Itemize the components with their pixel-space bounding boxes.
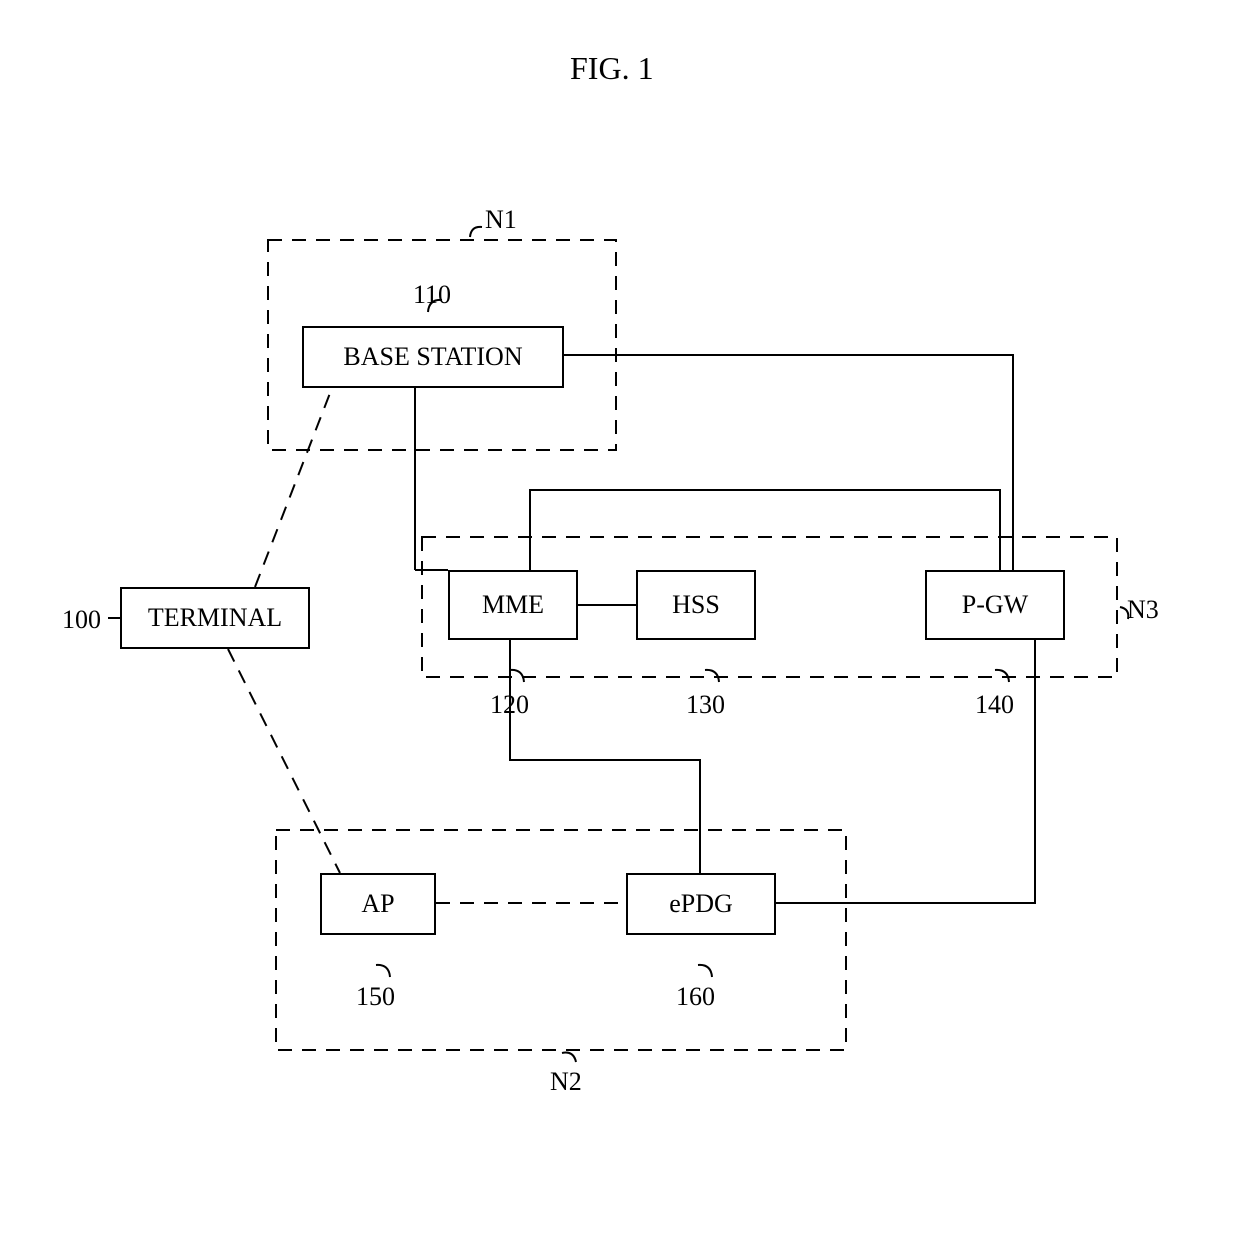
diagram-canvas: FIG. 1 TERMINALBASE STATIONMMEHSSP-GWAPe… [0, 0, 1240, 1236]
ref-label-epdg: 160 [676, 982, 715, 1012]
ref-label-pgw: 140 [975, 690, 1014, 720]
ref-label-ap: 150 [356, 982, 395, 1012]
ref-label-basestation: 110 [413, 280, 451, 310]
ref-label-hss: 130 [686, 690, 725, 720]
ref-label-terminal: 100 [62, 605, 101, 635]
node-terminal: TERMINAL [120, 587, 310, 649]
node-hss: HSS [636, 570, 756, 640]
group-label-N1: N1 [485, 205, 517, 235]
node-basestation: BASE STATION [302, 326, 564, 388]
group-label-N2: N2 [550, 1067, 582, 1097]
node-label-pgw: P-GW [962, 590, 1028, 620]
node-label-epdg: ePDG [669, 889, 733, 919]
node-epdg: ePDG [626, 873, 776, 935]
node-label-terminal: TERMINAL [148, 603, 282, 633]
node-label-basestation: BASE STATION [343, 342, 522, 372]
node-label-mme: MME [482, 590, 544, 620]
ref-label-mme: 120 [490, 690, 529, 720]
node-label-hss: HSS [672, 590, 720, 620]
node-pgw: P-GW [925, 570, 1065, 640]
node-ap: AP [320, 873, 436, 935]
node-mme: MME [448, 570, 578, 640]
group-label-N3: N3 [1127, 595, 1159, 625]
node-label-ap: AP [361, 889, 394, 919]
